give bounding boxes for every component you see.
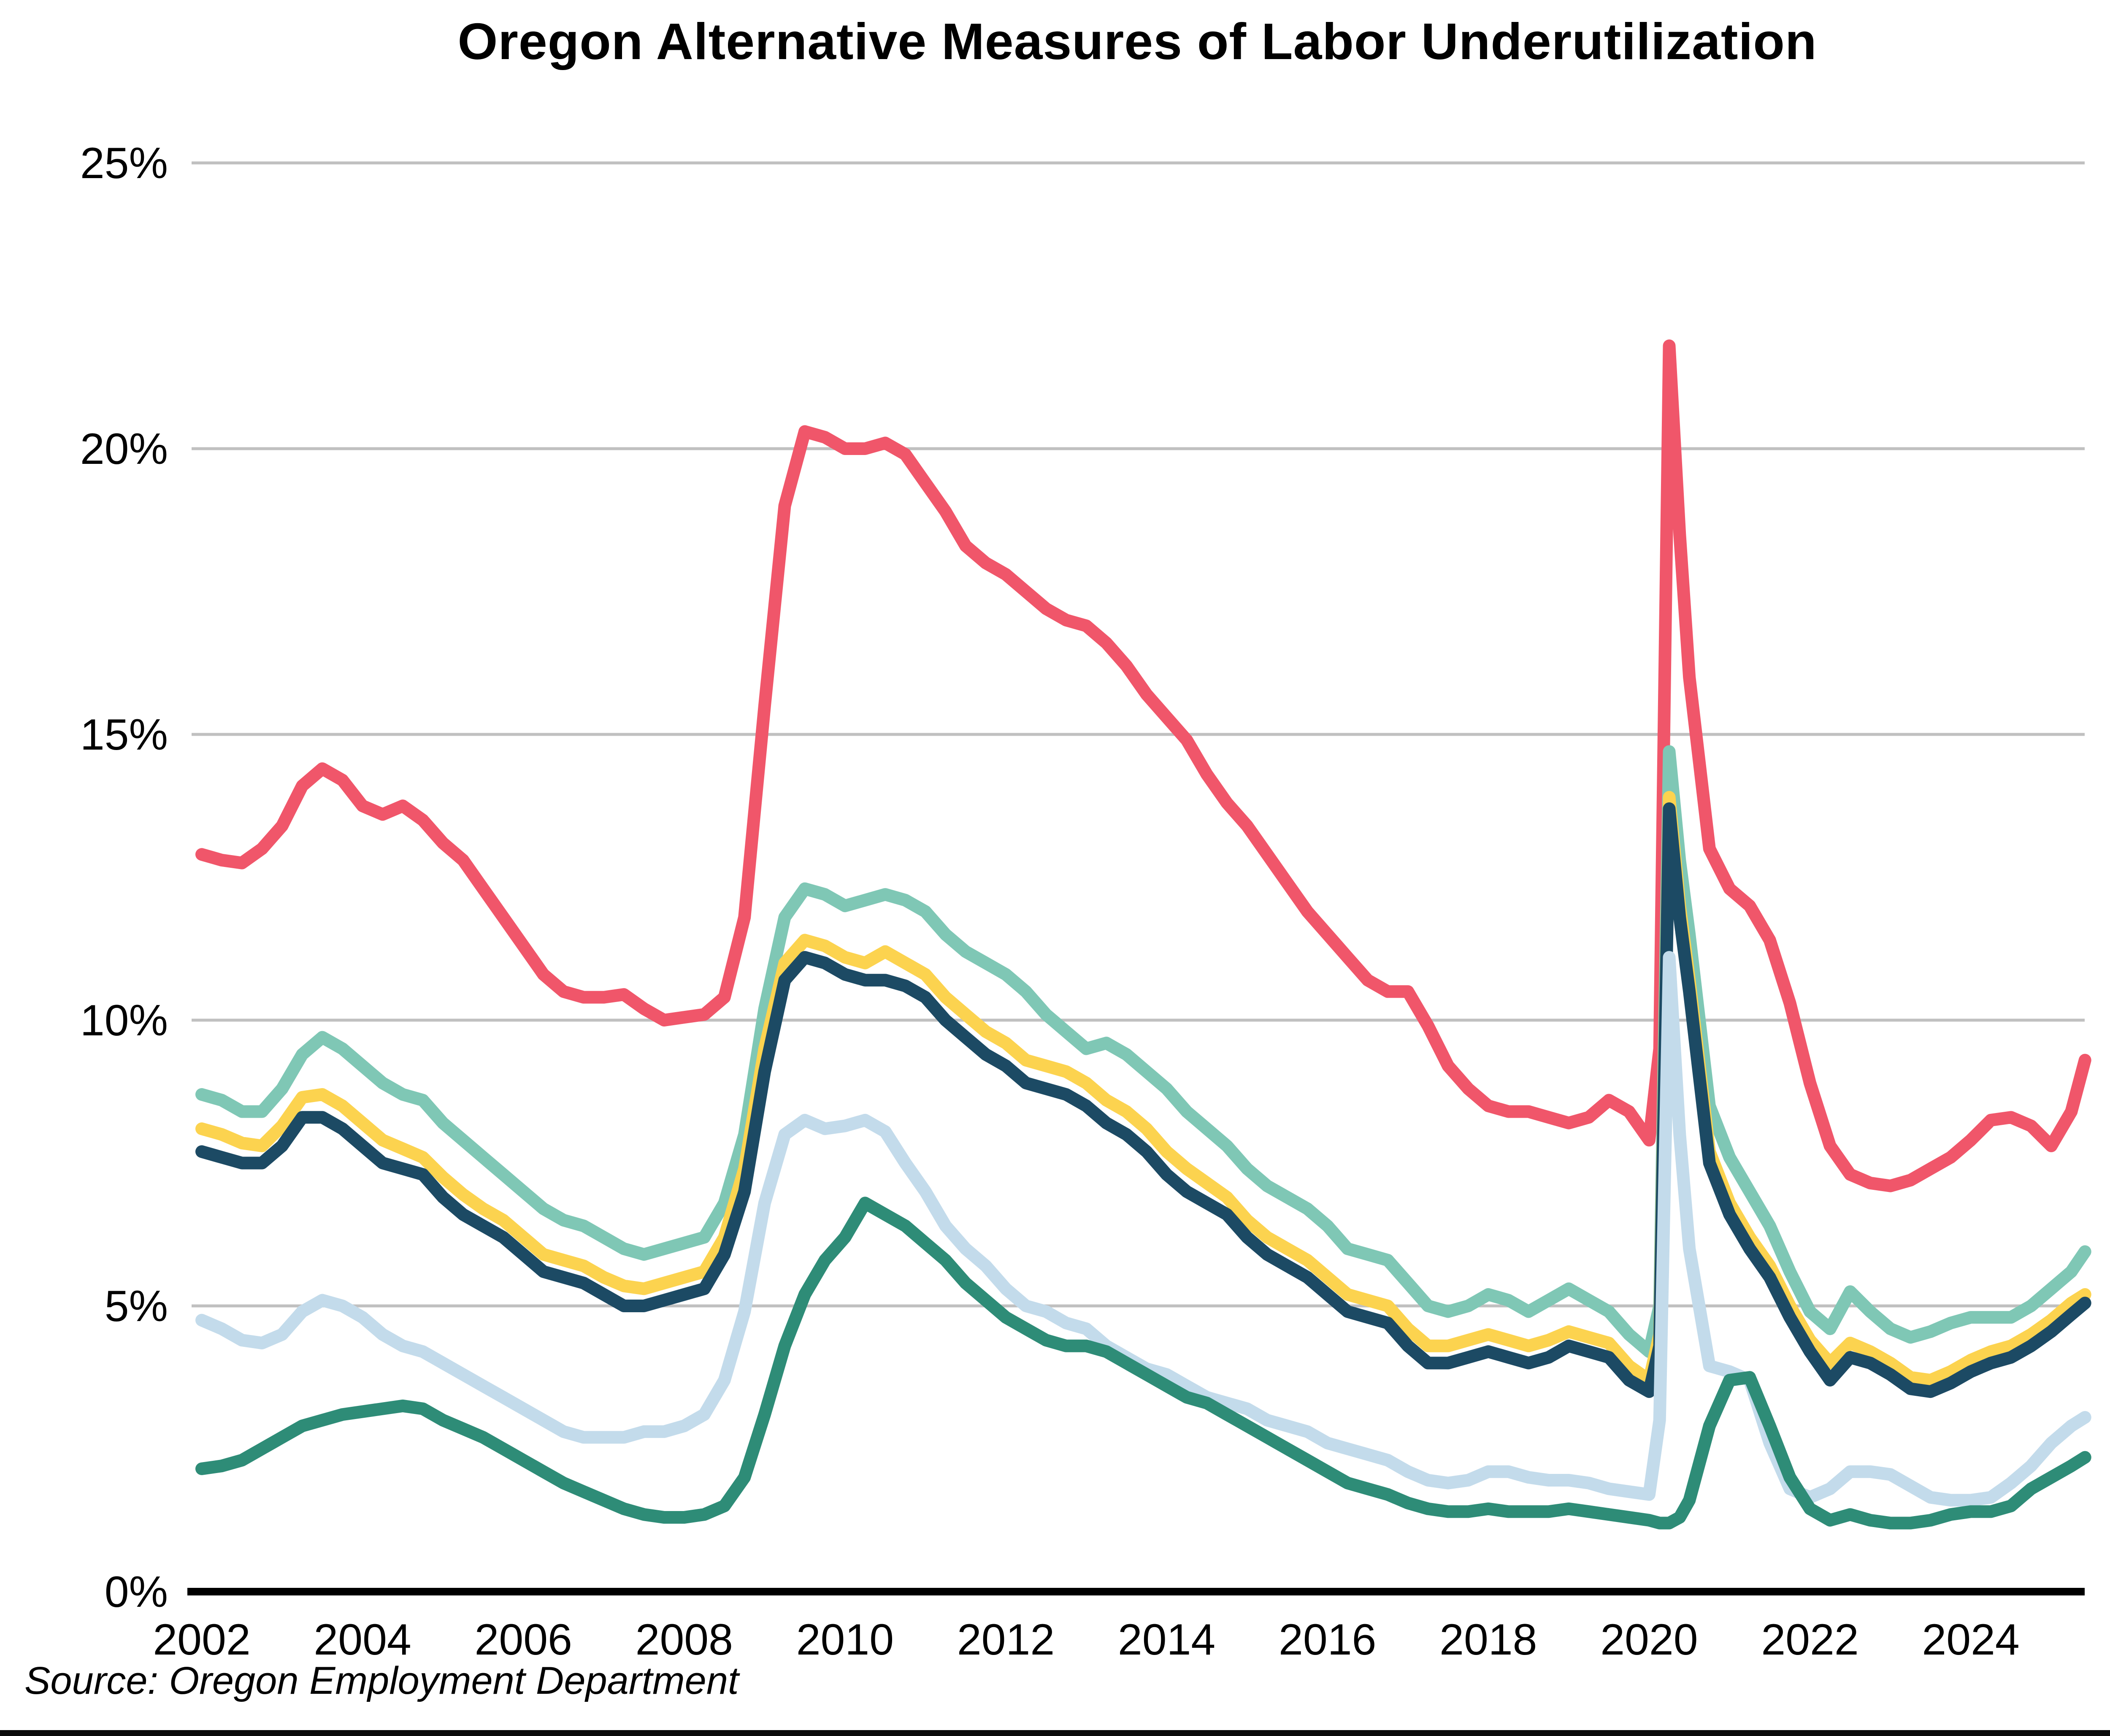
x-tick-label-2006: 2006 <box>475 1615 572 1664</box>
y-tick-label-20: 20% <box>80 425 168 474</box>
x-tick-label-2012: 2012 <box>957 1615 1055 1664</box>
y-tick-label-25: 25% <box>80 139 168 188</box>
series-line-u-5 <box>195 745 2091 1358</box>
x-tick-label-2020: 2020 <box>1600 1615 1698 1664</box>
x-tick-label-2002: 2002 <box>153 1615 250 1664</box>
series-line-u-3 <box>195 802 2091 1398</box>
series-line-u-4 <box>195 791 2091 1387</box>
y-tick-label-15: 15% <box>80 710 168 759</box>
x-tick-label-2018: 2018 <box>1439 1615 1537 1664</box>
x-tick-label-2010: 2010 <box>796 1615 894 1664</box>
x-tick-label-2016: 2016 <box>1279 1615 1376 1664</box>
x-tick-label-2004: 2004 <box>314 1615 411 1664</box>
x-tick-label-2024: 2024 <box>1922 1615 2019 1664</box>
series-line-u-1 <box>195 1197 2091 1530</box>
bottom-edge-bar <box>0 1730 2110 1736</box>
series-line-u-6 <box>195 339 2091 1192</box>
x-tick-label-2014: 2014 <box>1118 1615 1215 1664</box>
y-tick-label-5: 5% <box>105 1282 168 1331</box>
x-tick-label-2008: 2008 <box>636 1615 733 1664</box>
x-tick-label-2022: 2022 <box>1761 1615 1858 1664</box>
y-tick-label-0: 0% <box>105 1568 168 1617</box>
source-note: Source: Oregon Employment Department <box>24 1659 739 1702</box>
chart-title: Oregon Alternative Measures of Labor Und… <box>457 13 1817 70</box>
y-tick-label-10: 10% <box>80 996 168 1045</box>
